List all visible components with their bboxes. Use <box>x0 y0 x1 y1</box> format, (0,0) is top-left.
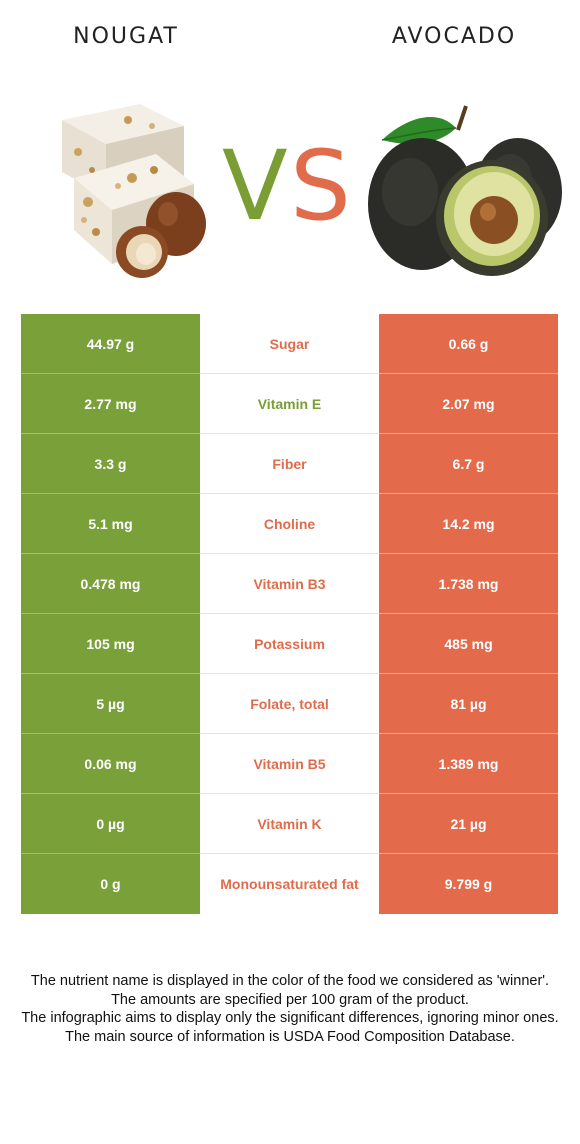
comparison-table: 44.97 g Sugar 0.66 g 2.77 mg Vitamin E 2.07 m… <box>21 314 558 914</box>
table-row: 0 g Monounsaturated fat 9.799 g <box>21 854 558 914</box>
nutrient-name: Choline <box>200 494 379 554</box>
nutrient-name: Potassium <box>200 614 379 674</box>
table-row: 0.478 mg Vitamin B3 1.738 mg <box>21 554 558 614</box>
nutrient-name: Vitamin B5 <box>200 734 379 794</box>
table-row: 44.97 g Sugar 0.66 g <box>21 314 558 374</box>
table-row: 5 µg Folate, total 81 µg <box>21 674 558 734</box>
nutrient-name: Vitamin E <box>200 374 379 434</box>
avocado-image <box>368 105 562 276</box>
right-value: 0.66 g <box>379 314 558 374</box>
footnote-line: The infographic aims to display only the… <box>21 1010 559 1026</box>
right-value: 81 µg <box>379 674 558 734</box>
table-row: 0 µg Vitamin K 21 µg <box>21 794 558 854</box>
nutrient-name: Vitamin K <box>200 794 379 854</box>
table-row: 2.77 mg Vitamin E 2.07 mg <box>21 374 558 434</box>
right-value: 6.7 g <box>379 434 558 494</box>
left-value: 0 µg <box>21 794 200 854</box>
nutrient-name: Fiber <box>200 434 379 494</box>
right-food-title: AVOCADO <box>391 24 517 49</box>
table-row: 0.06 mg Vitamin B5 1.389 mg <box>21 734 558 794</box>
nougat-image <box>62 104 206 278</box>
table-row: 105 mg Potassium 485 mg <box>21 614 558 674</box>
right-value: 1.389 mg <box>379 734 558 794</box>
left-value: 2.77 mg <box>21 374 200 434</box>
left-value: 105 mg <box>21 614 200 674</box>
right-value: 9.799 g <box>379 854 558 914</box>
vs-s-letter: S <box>290 130 351 242</box>
left-value: 3.3 g <box>21 434 200 494</box>
left-value: 0.478 mg <box>21 554 200 614</box>
nutrient-name: Vitamin B3 <box>200 554 379 614</box>
right-value: 485 mg <box>379 614 558 674</box>
table-row: 3.3 g Fiber 6.7 g <box>21 434 558 494</box>
left-value: 5.1 mg <box>21 494 200 554</box>
table-row: 5.1 mg Choline 14.2 mg <box>21 494 558 554</box>
left-value: 44.97 g <box>21 314 200 374</box>
nutrient-name: Folate, total <box>200 674 379 734</box>
right-value: 14.2 mg <box>379 494 558 554</box>
nutrient-name: Monounsaturated fat <box>200 854 379 914</box>
left-food-title: NOUGAT <box>73 24 179 49</box>
left-value: 0.06 mg <box>21 734 200 794</box>
right-value: 2.07 mg <box>379 374 558 434</box>
vs-label: V S <box>222 136 354 236</box>
footnote-line: The amounts are specified per 100 gram o… <box>111 991 469 1008</box>
footnote-line: The main source of information is USDA F… <box>65 1028 515 1045</box>
right-value: 1.738 mg <box>379 554 558 614</box>
left-value: 0 g <box>21 854 200 914</box>
vs-v-letter: V <box>222 130 288 242</box>
footnote-line: The nutrient name is displayed in the co… <box>30 973 550 989</box>
left-value: 5 µg <box>21 674 200 734</box>
footnote: The nutrient name is displayed in the co… <box>14 972 566 1046</box>
right-value: 21 µg <box>379 794 558 854</box>
nutrient-name: Sugar <box>200 314 379 374</box>
